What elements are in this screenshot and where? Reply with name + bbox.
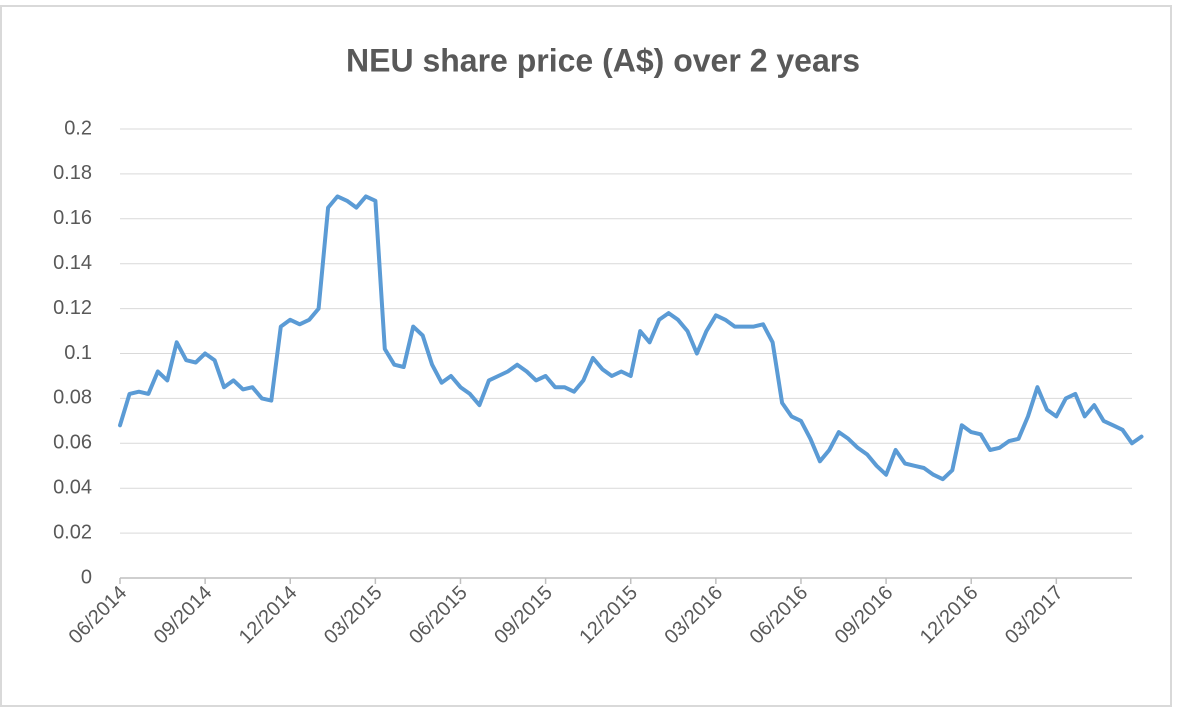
y-tick-label: 0.2 — [64, 117, 92, 139]
y-tick-label: 0.18 — [53, 162, 92, 184]
y-tick-label: 0.02 — [53, 521, 92, 543]
y-tick-label: 0.16 — [53, 207, 92, 229]
y-tick-label: 0.08 — [53, 387, 92, 409]
y-tick-label: 0.06 — [53, 432, 92, 454]
y-tick-label: 0.12 — [53, 297, 92, 319]
chart-title: NEU share price (A$) over 2 years — [346, 42, 860, 78]
y-tick-label: 0.04 — [53, 476, 92, 498]
y-tick-label: 0.14 — [53, 252, 92, 274]
line-series — [118, 194, 1144, 482]
y-tick-label: 0 — [81, 566, 92, 588]
chart-border — [0, 5, 1172, 707]
y-tick-label: 0.1 — [64, 342, 92, 364]
